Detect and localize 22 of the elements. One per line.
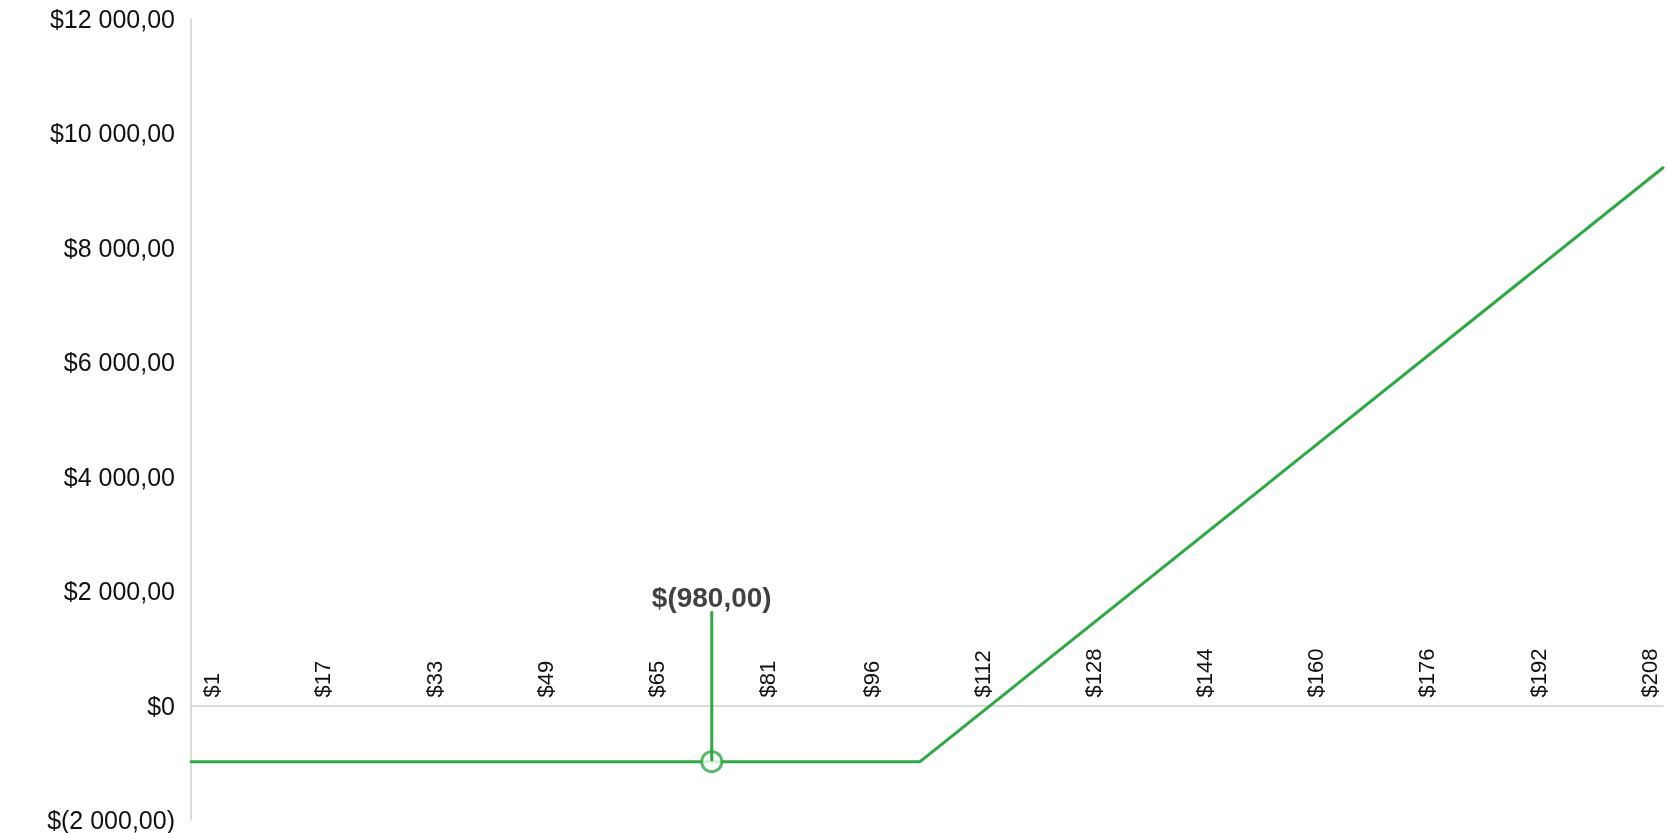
x-tick-label: $65 [643,660,669,698]
y-tick-label: $12 000,00 [49,5,175,33]
x-tick-label: $81 [754,660,780,698]
x-tick-label: $160 [1303,648,1329,698]
x-tick-label: $176 [1414,648,1440,698]
x-tick-label: $208 [1636,648,1662,698]
x-tick-label: $96 [858,660,884,698]
x-tick-label: $128 [1081,648,1107,698]
x-tick-label: $192 [1525,648,1551,698]
x-tick-label: $112 [970,650,996,698]
x-tick-label: $144 [1192,648,1218,698]
x-tick-label: $49 [532,660,558,698]
y-tick-label: $0 [147,691,175,720]
y-tick-label: $8 000,00 [63,233,175,262]
y-tick-label: $6 000,00 [63,348,175,377]
x-tick-label: $33 [421,660,447,698]
y-tick-label: $2 000,00 [63,577,175,606]
y-tick-label: $4 000,00 [63,462,175,491]
annotation: $(980,00) [651,581,772,613]
x-tick-label: $1 [199,673,225,698]
x-tick-label: $17 [310,660,336,698]
y-tick-label: $10 000,00 [49,119,175,148]
